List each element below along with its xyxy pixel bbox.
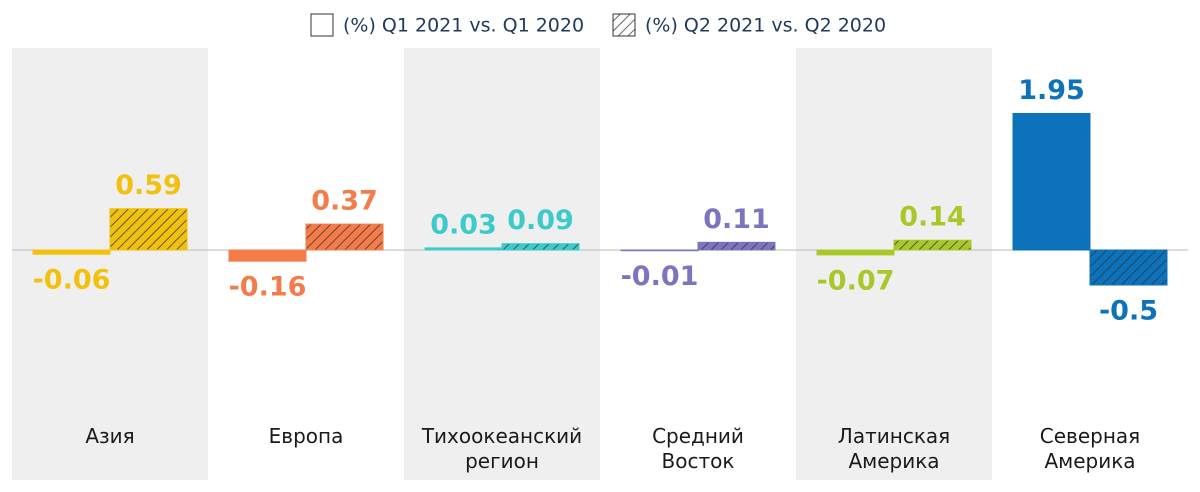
value-label: 0.14 (899, 202, 966, 233)
panel-bg (404, 48, 600, 480)
bar (305, 223, 384, 251)
bar (424, 247, 503, 251)
value-label: 0.03 (430, 209, 497, 240)
bar (1089, 249, 1168, 286)
value-label: 1.95 (1018, 75, 1085, 106)
value-label: -0.06 (33, 265, 111, 296)
legend-swatch (612, 13, 636, 37)
value-label: 0.09 (507, 205, 574, 236)
category-label: Тихоокеанский регион (421, 424, 583, 473)
bar (697, 241, 776, 251)
legend-swatch (310, 13, 334, 37)
legend-label: (%) Q2 2021 vs. Q2 2020 (645, 15, 886, 37)
bar (228, 249, 307, 262)
bar (816, 249, 895, 256)
bar (893, 239, 972, 251)
value-label: -0.01 (621, 261, 699, 292)
category-label: Средний Восток (652, 424, 744, 473)
value-label: 0.59 (115, 170, 182, 201)
bar (109, 208, 188, 251)
category-label: Азия (85, 424, 135, 448)
bar (501, 243, 580, 251)
category-label: Латинская Америка (837, 424, 951, 473)
bar (1012, 113, 1091, 251)
value-label: -0.07 (817, 265, 895, 296)
category-label: Северная Америка (1039, 424, 1141, 473)
legend-label: (%) Q1 2021 vs. Q1 2020 (343, 15, 584, 37)
value-label: -0.5 (1099, 296, 1158, 327)
bar (620, 249, 699, 252)
value-label: 0.37 (311, 186, 378, 217)
bar (32, 249, 111, 255)
panel-bg (12, 48, 208, 480)
panel-bg (796, 48, 992, 480)
category-label: Европа (268, 424, 344, 448)
value-label: 0.11 (703, 204, 770, 235)
value-label: -0.16 (229, 272, 307, 303)
